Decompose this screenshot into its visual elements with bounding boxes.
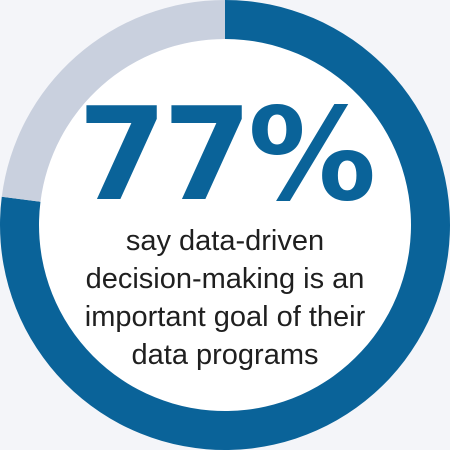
inner-disc (39, 39, 411, 411)
stat-percentage: 77% (77, 81, 376, 230)
caption-line-1: say data-driven (125, 225, 325, 257)
stat-caption: say data-driven decision-making is an im… (60, 222, 390, 374)
ring-segment-remainder (1, 0, 226, 202)
caption-line-3: important goal of their (84, 301, 366, 333)
caption-line-4: data programs (131, 339, 319, 371)
caption-line-2: decision-making is an (85, 263, 365, 295)
